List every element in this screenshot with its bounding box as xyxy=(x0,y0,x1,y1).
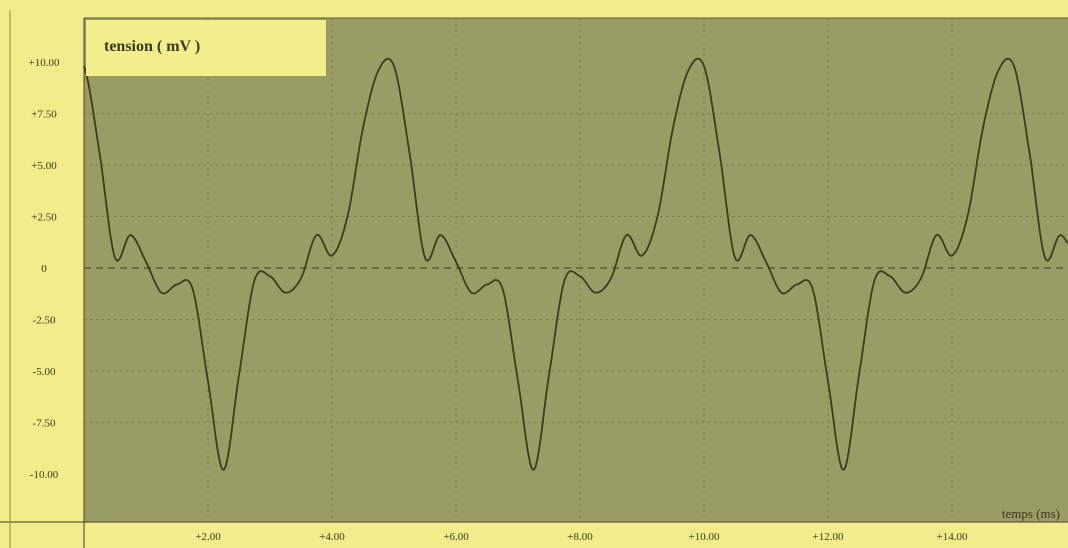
signal-curve xyxy=(83,57,1068,471)
x-axis-ticks: +2.00 +4.00 +6.00 +8.00 +10.00 +12.00 +14.00 xyxy=(195,531,968,543)
x-tick-label: +8.00 xyxy=(567,531,593,543)
x-tick-label: +14.00 xyxy=(937,531,968,543)
plot-area xyxy=(84,18,1068,522)
x-tick-label: +12.00 xyxy=(813,531,844,543)
chart-title: tension ( mV ) xyxy=(104,38,200,55)
y-tick-label: 0 xyxy=(41,263,47,275)
y-tick-label: +5.00 xyxy=(31,160,57,172)
y-tick-label: -10.00 xyxy=(30,469,59,481)
y-tick-label: +7.50 xyxy=(31,109,57,121)
y-tick-label: +10.00 xyxy=(29,57,60,69)
title-box xyxy=(86,20,326,76)
x-tick-label: +10.00 xyxy=(689,531,720,543)
y-tick-label: +2.50 xyxy=(31,212,57,224)
x-tick-label: +4.00 xyxy=(319,531,345,543)
y-tick-label: -7.50 xyxy=(33,418,56,430)
y-axis-ticks: +10.00 +7.50 +5.00 +2.50 0 -2.50 -5.00 -7.50 -10… xyxy=(29,57,60,481)
x-axis-label: temps (ms) xyxy=(1002,506,1060,521)
x-tick-label: +6.00 xyxy=(443,531,469,543)
grid xyxy=(84,18,1068,522)
y-tick-label: -2.50 xyxy=(33,315,56,327)
y-tick-label: -5.00 xyxy=(33,366,56,378)
x-tick-label: +2.00 xyxy=(195,531,221,543)
